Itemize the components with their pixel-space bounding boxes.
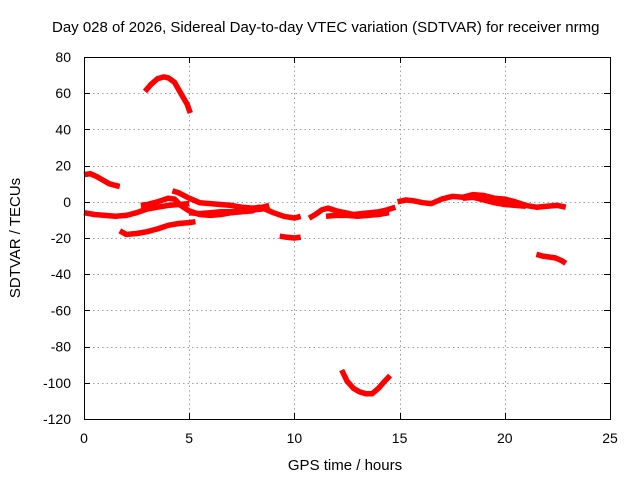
y-tick-label: -120: [43, 411, 71, 427]
y-tick-label: -100: [43, 375, 71, 391]
y-axis-label: SDTVAR / TECUs: [7, 178, 24, 298]
x-tick-label: 0: [80, 430, 88, 446]
y-tick-label: -20: [51, 230, 71, 246]
series-line-s7: [188, 206, 264, 217]
series-line-s8: [279, 233, 302, 241]
y-tick-label: 40: [55, 121, 71, 137]
y-tick-label: 80: [55, 49, 71, 65]
x-tick-label: 15: [392, 430, 408, 446]
data-series: [83, 74, 568, 397]
x-tick-label: 10: [287, 430, 303, 446]
y-tick-label: 0: [63, 194, 71, 210]
y-tick-label: -80: [51, 339, 71, 355]
series-line-s1: [83, 170, 121, 190]
series-line-s12: [396, 191, 567, 210]
series-line-s4: [142, 74, 193, 115]
y-tick-label: -60: [51, 302, 71, 318]
series-line-s14: [535, 251, 568, 266]
series-line-s2: [83, 200, 190, 220]
x-tick-label: 20: [497, 430, 513, 446]
x-tick-label: 5: [185, 430, 193, 446]
series-line-s10: [325, 209, 390, 220]
axis-ticks: [84, 57, 611, 420]
series-line-s3: [118, 218, 196, 238]
tick-labels: 0 5 10 15 20 25 -120 -100 -80 -60 -40 -20 0 20 40 60 80: [43, 49, 618, 446]
x-axis-label: GPS time / hours: [288, 457, 402, 474]
series-line-s11: [339, 368, 393, 397]
series-line-s13: [462, 194, 527, 210]
chart-title: Day 028 of 2026, Sidereal Day-to-day VTE…: [52, 19, 599, 36]
y-tick-label: 20: [55, 158, 71, 174]
y-tick-label: -40: [51, 266, 71, 282]
y-tick-label: 60: [55, 85, 71, 101]
x-tick-label: 25: [602, 430, 618, 446]
